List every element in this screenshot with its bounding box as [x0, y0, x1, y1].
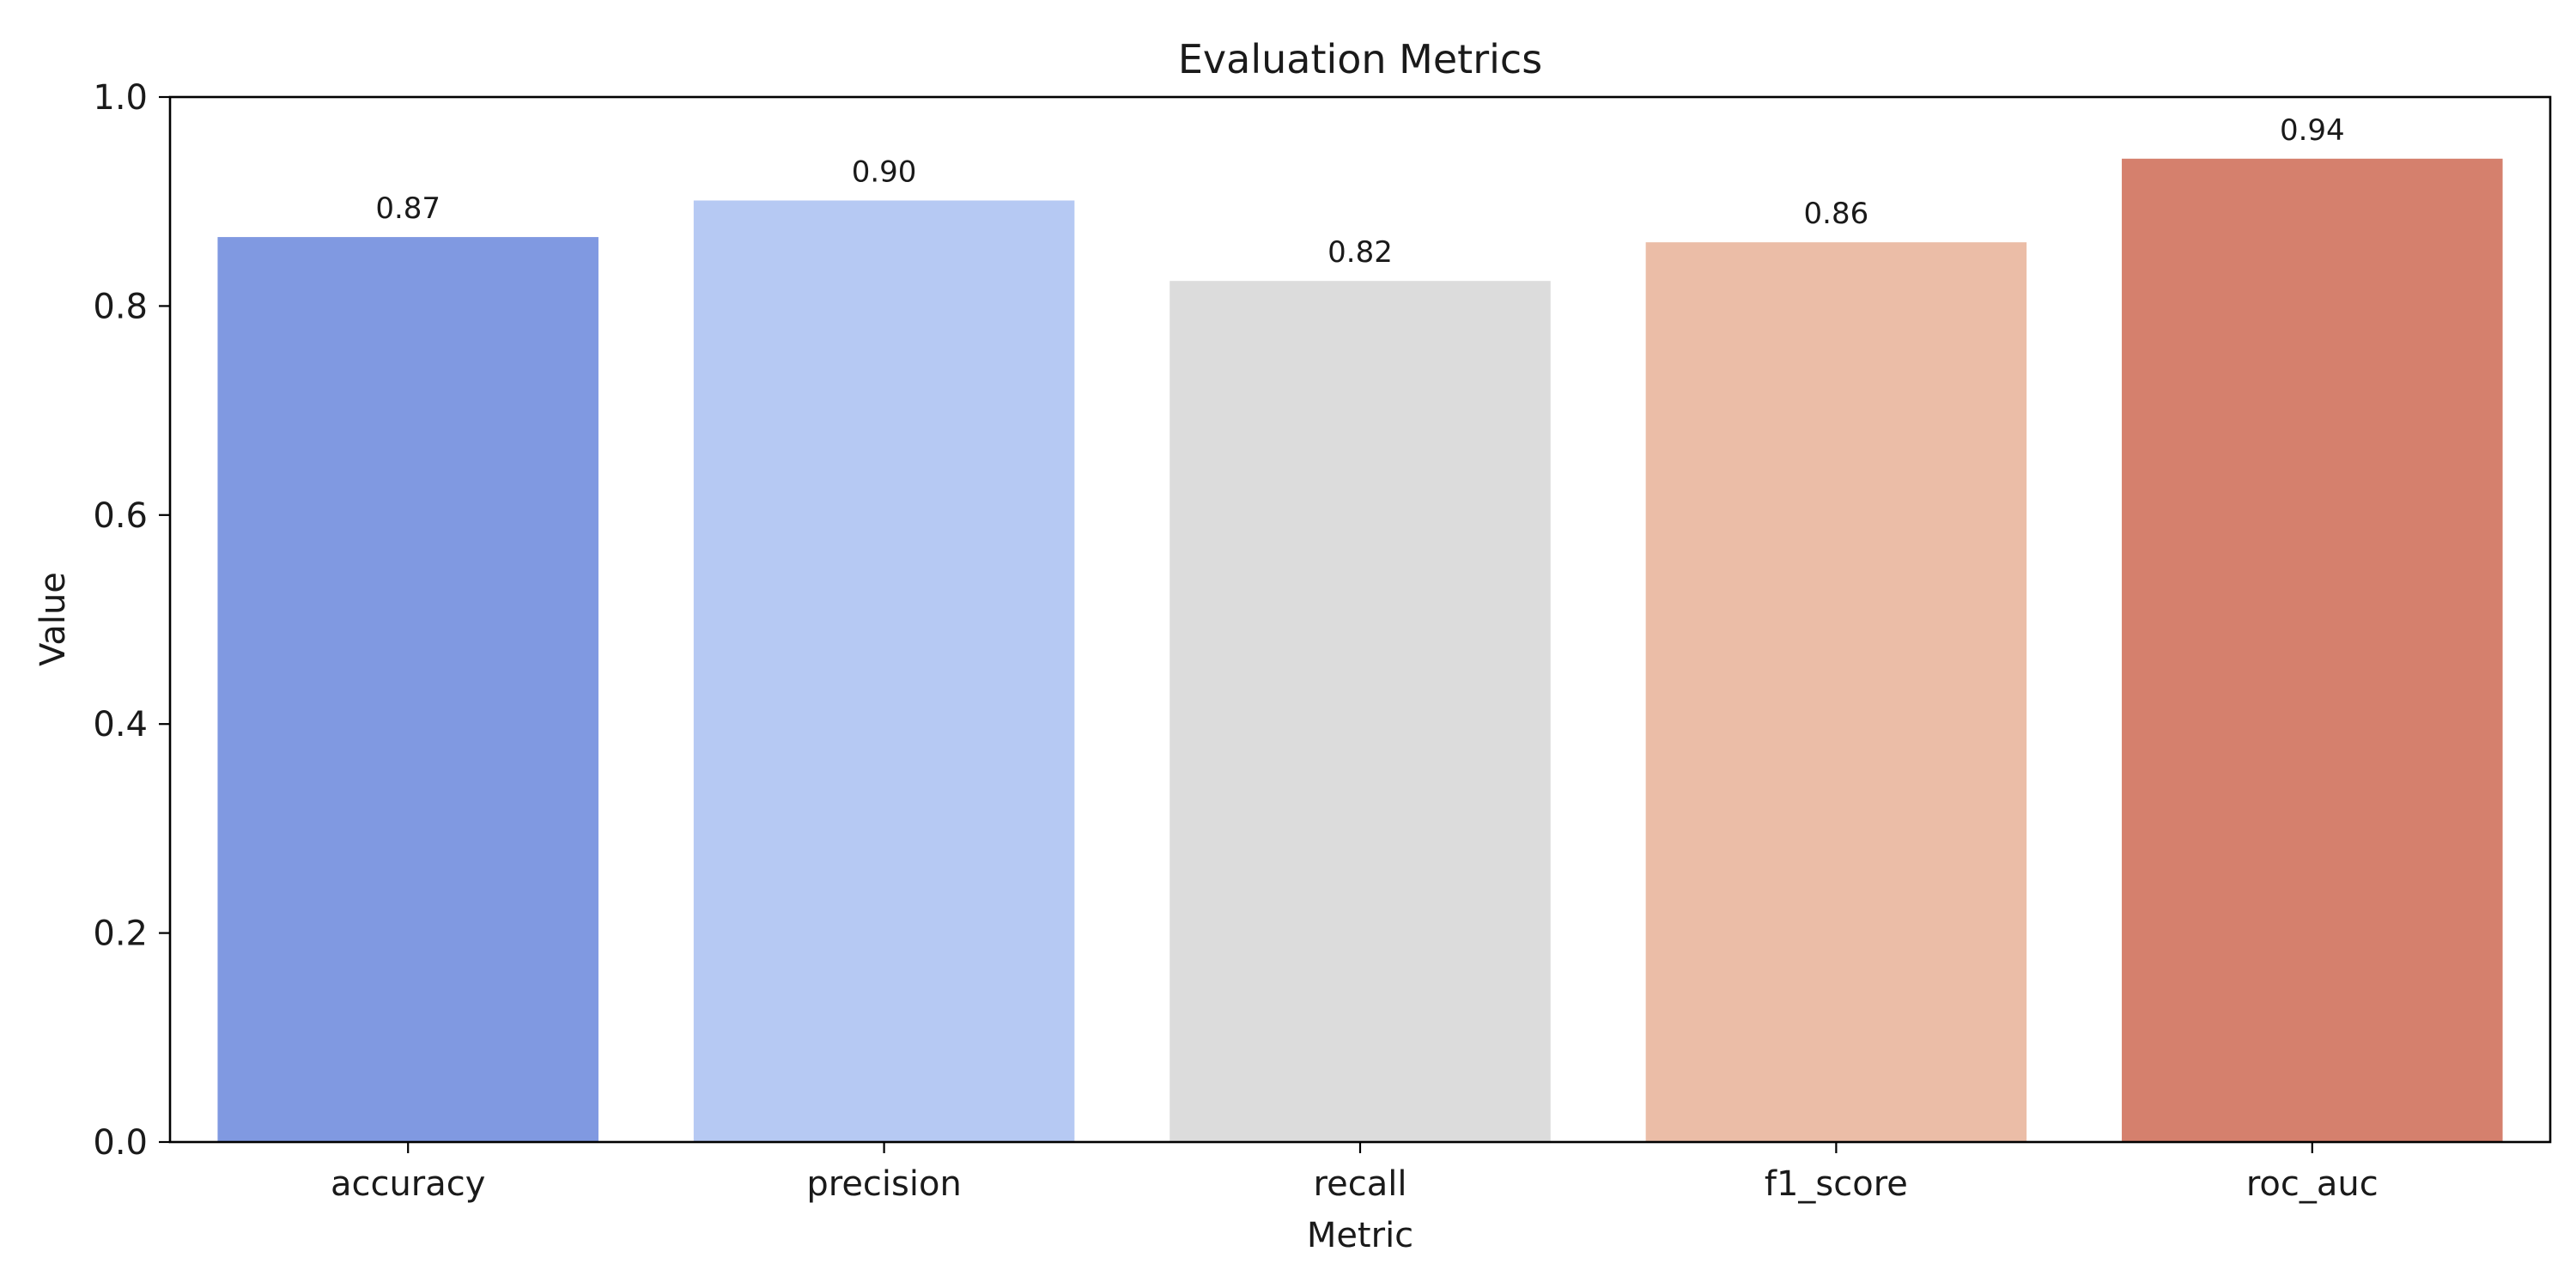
chart-title: Evaluation Metrics: [1178, 36, 1542, 82]
y-tick-label: 0.2: [93, 914, 148, 954]
y-tick-label: 0.4: [93, 705, 148, 744]
bar-accuracy: [217, 237, 598, 1142]
data-label: 0.94: [2280, 113, 2345, 148]
bar-precision: [693, 200, 1075, 1142]
x-tick-label: accuracy: [331, 1164, 485, 1204]
x-tick-label: recall: [1314, 1164, 1407, 1204]
data-label: 0.82: [1327, 235, 1393, 270]
y-tick-label: 0.6: [93, 496, 148, 536]
y-tick-label: 0.8: [93, 287, 148, 326]
x-tick-label: roc_auc: [2246, 1164, 2379, 1204]
data-label: 0.86: [1804, 197, 1869, 231]
y-tick-label: 1.0: [93, 78, 148, 118]
y-tick-label: 0.0: [93, 1123, 148, 1163]
bar-roc-auc: [2122, 158, 2503, 1143]
y-axis-ticks: 0.0 0.2 0.4 0.6 0.8 1.0: [93, 78, 170, 1163]
bars-group: [217, 158, 2503, 1143]
data-labels-group: 0.87 0.90 0.82 0.86 0.94: [375, 113, 2344, 270]
x-tick-label: precision: [806, 1164, 961, 1204]
bar-f1-score: [1645, 242, 2027, 1143]
x-tick-label: f1_score: [1765, 1164, 1908, 1204]
y-axis-label: Value: [33, 572, 73, 666]
bar-recall: [1170, 281, 1551, 1142]
data-label: 0.87: [375, 191, 440, 226]
x-axis-label: Metric: [1307, 1216, 1413, 1255]
data-label: 0.90: [852, 155, 917, 189]
x-axis-ticks: accuracy precision recall f1_score roc_auc: [331, 1142, 2379, 1204]
